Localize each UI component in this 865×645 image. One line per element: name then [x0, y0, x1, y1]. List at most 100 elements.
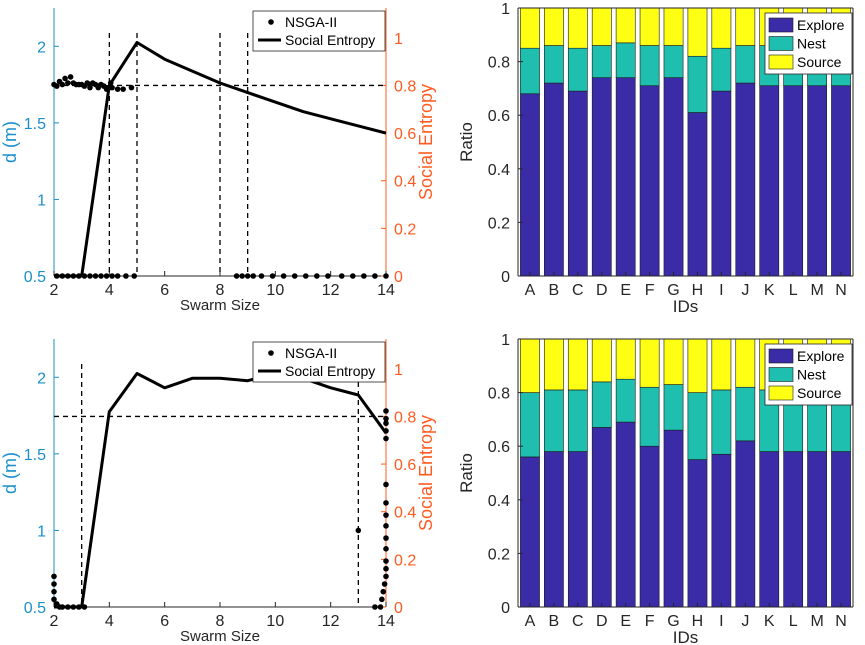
- x-axis-label: IDs: [673, 297, 699, 316]
- bar-source-segment: [544, 7, 564, 46]
- bar-source-segment: [591, 7, 612, 46]
- bar-explore-segment: [711, 90, 732, 277]
- nsga-point: [383, 512, 389, 518]
- bar-source-segment: [687, 7, 708, 57]
- y-left-tick-label: 2: [37, 39, 46, 56]
- bar-nest-segment: [615, 378, 636, 423]
- bar-source-segment: [567, 7, 588, 49]
- nsga-point: [62, 75, 68, 82]
- y-right-tick-label: 0.8: [394, 409, 416, 426]
- legend-swatch-nest: [768, 36, 794, 51]
- nsga-point: [70, 273, 77, 279]
- legend-box: [252, 341, 386, 383]
- bar-nest-segment: [591, 381, 612, 428]
- x-tick-label: 10: [266, 613, 284, 630]
- line-legend: NSGA-II Social Entropy: [252, 10, 386, 52]
- y-tick-label: 0.2: [488, 546, 510, 563]
- x-axis-label: Swarm Size: [180, 297, 260, 314]
- nsga-point: [87, 84, 93, 91]
- x-tick-label: 4: [105, 613, 114, 630]
- bar-nest-segment: [567, 389, 588, 452]
- bar-nest-segment: [663, 45, 684, 78]
- bar-nest-segment: [544, 45, 564, 84]
- legend-box: [252, 10, 386, 52]
- bar-source-segment: [711, 338, 732, 391]
- nsga-point: [372, 604, 378, 610]
- bar-source-segment: [639, 7, 660, 46]
- bar-nest-segment: [711, 47, 732, 92]
- nsga-point: [380, 588, 387, 595]
- x-tick-label: K: [764, 282, 775, 299]
- social-entropy-line: [54, 372, 388, 609]
- y-left-tick-label: 0.5: [24, 600, 46, 617]
- bar-explore-segment: [639, 445, 660, 608]
- y-right-tick-label: 0.2: [394, 552, 416, 569]
- y-right-tick-label: 0.4: [394, 505, 416, 522]
- nsga-point: [120, 86, 126, 92]
- bar-explore-segment: [783, 85, 804, 277]
- x-tick-label: L: [789, 282, 798, 299]
- y-left-axis-label: d (m): [0, 452, 20, 494]
- nsga-point: [65, 273, 71, 279]
- bar-source-segment: [735, 338, 756, 388]
- bar-source-segment: [591, 338, 612, 383]
- y-tick-label: 0.4: [488, 162, 510, 179]
- legend-swatch-nest: [768, 367, 794, 382]
- nsga-point: [338, 273, 345, 279]
- bar-nest-segment: [591, 45, 612, 78]
- x-tick-label: L: [789, 613, 798, 630]
- y-left-tick-label: 1.5: [24, 116, 46, 133]
- nsga-point: [383, 558, 389, 564]
- bar-nest-segment: [687, 392, 708, 460]
- bar-explore-segment: [567, 90, 588, 277]
- bar-nest-segment: [735, 45, 756, 84]
- x-tick-label: N: [835, 282, 847, 299]
- y-right-tick-label: 1: [394, 31, 403, 48]
- nsga-point: [381, 581, 388, 587]
- bar-source-segment: [520, 7, 540, 49]
- legend-swatch-explore: [768, 17, 794, 33]
- nsga-point: [76, 273, 82, 279]
- nsga-point: [123, 273, 129, 279]
- nsga-point: [379, 596, 385, 603]
- y-left-tick-label: 1.5: [24, 447, 46, 464]
- nsga-point: [383, 481, 389, 488]
- nsga-point: [383, 535, 389, 541]
- bar-source-segment: [711, 7, 732, 49]
- bar-explore-segment: [759, 451, 780, 608]
- bar-legend: Explore Nest Source: [764, 343, 853, 406]
- bar-explore-segment: [735, 440, 756, 608]
- bar-explore-segment: [831, 451, 851, 608]
- nsga-point: [107, 80, 114, 86]
- x-tick-label: C: [572, 282, 584, 299]
- nsga-point: [383, 546, 389, 552]
- x-tick-label: J: [741, 282, 749, 299]
- y-right-tick-label: 0.2: [394, 221, 416, 238]
- nsga-point: [95, 84, 102, 91]
- bar-explore-segment: [591, 427, 612, 608]
- y-right-tick-label: 1: [394, 362, 403, 379]
- nsga-point: [114, 273, 121, 279]
- nsga-point: [372, 273, 378, 279]
- bar-explore-segment: [735, 82, 756, 277]
- nsga-point: [233, 273, 240, 279]
- bar-source-segment: [615, 7, 636, 44]
- legend-label-nsga: NSGA-II: [285, 14, 337, 30]
- bar-nest-segment: [567, 47, 588, 92]
- legend-marker-nsga: [268, 350, 274, 356]
- bar-source-segment: [615, 338, 636, 380]
- bar-explore-segment: [615, 421, 636, 608]
- nsga-point: [65, 604, 71, 610]
- bar-nest-segment: [520, 47, 540, 95]
- legend-label-explore: Explore: [797, 348, 845, 364]
- bottom-left-line-panel: 2 4 6 8 10 12 14 0.5 1 1.5 2 0 0.2 0.4 0.6 0.8 1 Swarm Si…: [0, 339, 436, 645]
- y-tick-label: 0.2: [488, 215, 510, 232]
- legend-label-entropy: Social Entropy: [285, 363, 375, 379]
- nsga-point: [103, 273, 110, 279]
- nsga-point: [302, 273, 309, 279]
- nsga-point: [361, 273, 367, 279]
- nsga-point: [383, 565, 389, 572]
- x-tick-label: 12: [322, 282, 340, 299]
- nsga-point: [51, 596, 57, 603]
- x-tick-label: 14: [377, 613, 395, 630]
